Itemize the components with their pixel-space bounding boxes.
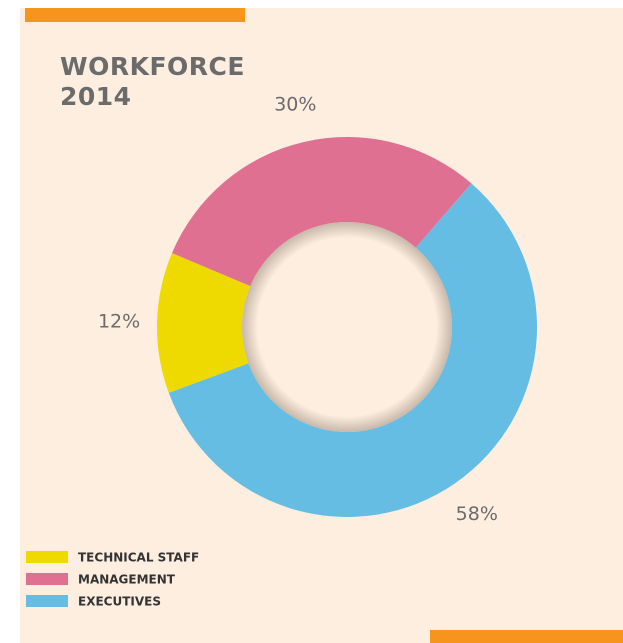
donut-slice	[171, 137, 472, 287]
donut-slice	[156, 253, 251, 393]
bottom-accent	[430, 630, 623, 643]
value-label: 58%	[456, 503, 498, 525]
donut-hole	[242, 222, 452, 432]
legend-swatch	[26, 573, 68, 585]
legend-swatch	[26, 595, 68, 607]
donut-slice	[168, 183, 538, 517]
value-label: 12%	[98, 310, 140, 332]
chart-title: WORKFORCE 2014	[60, 52, 245, 111]
legend-swatch	[26, 551, 68, 563]
value-label: 30%	[274, 93, 316, 115]
top-accent	[25, 8, 245, 22]
legend-label: EXECUTIVES	[78, 595, 161, 609]
legend-label: TECHNICAL STAFF	[78, 551, 199, 565]
legend-label: MANAGEMENT	[78, 573, 176, 587]
